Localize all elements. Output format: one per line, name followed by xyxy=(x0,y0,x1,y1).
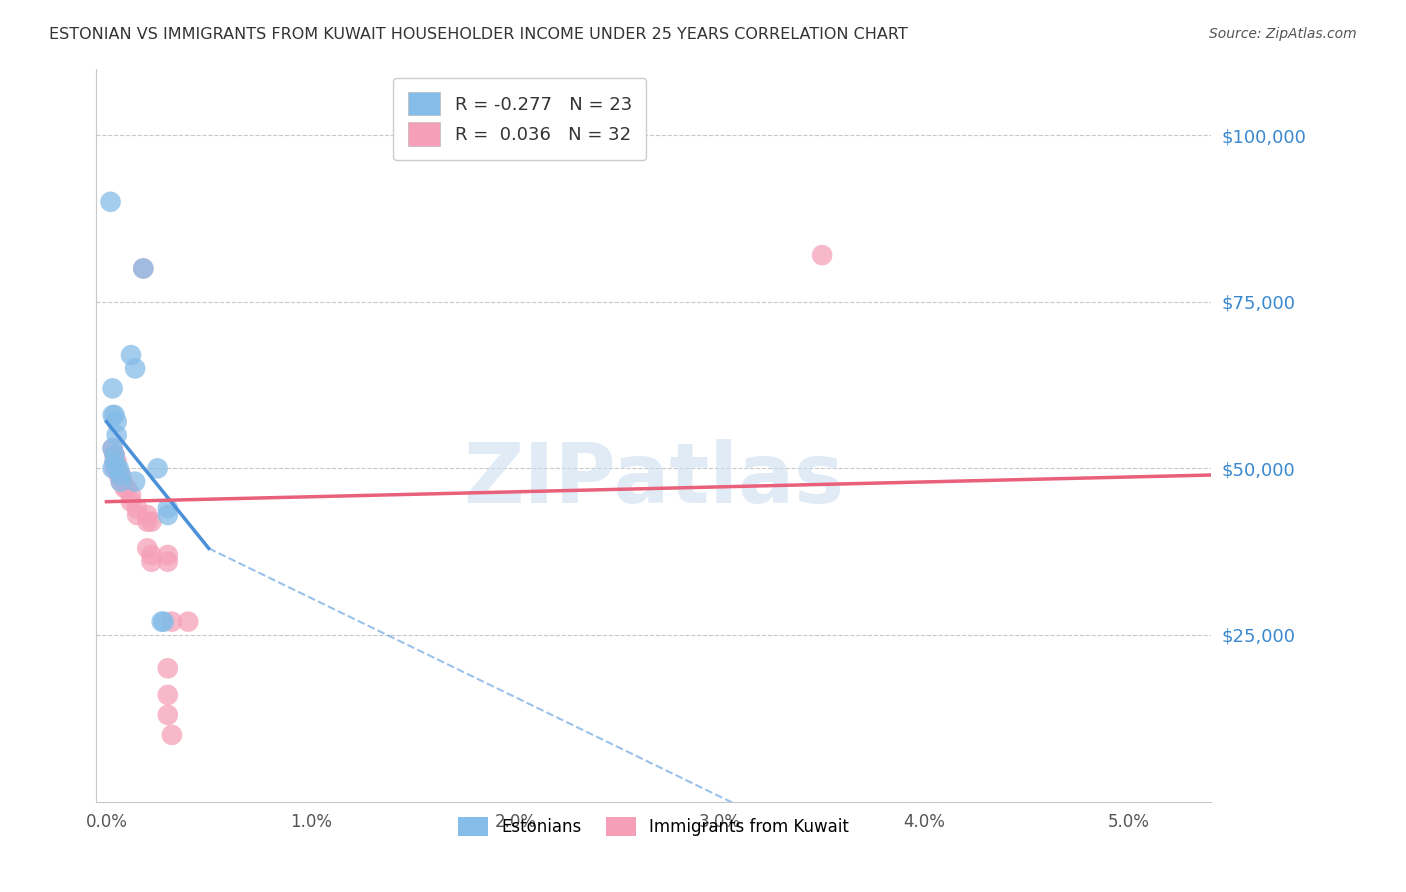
Point xyxy=(152,615,174,629)
Point xyxy=(105,415,128,429)
Point xyxy=(156,555,179,569)
Point xyxy=(156,688,179,702)
Point xyxy=(105,455,128,469)
Point xyxy=(104,455,127,469)
Point xyxy=(146,461,169,475)
Point xyxy=(136,515,159,529)
Point xyxy=(104,448,127,462)
Point xyxy=(104,455,127,469)
Point xyxy=(101,408,124,422)
Point xyxy=(120,494,142,508)
Point xyxy=(156,661,179,675)
Point xyxy=(160,728,183,742)
Point xyxy=(107,461,129,475)
Point xyxy=(110,468,132,483)
Point xyxy=(141,548,163,562)
Point xyxy=(101,381,124,395)
Point xyxy=(156,708,179,723)
Point xyxy=(811,248,834,262)
Point xyxy=(110,475,132,489)
Point xyxy=(114,481,136,495)
Point xyxy=(136,508,159,522)
Point xyxy=(105,428,128,442)
Point xyxy=(132,261,155,276)
Point xyxy=(100,194,122,209)
Point xyxy=(104,408,127,422)
Point xyxy=(127,508,149,522)
Point xyxy=(105,461,128,475)
Point xyxy=(124,475,146,489)
Point xyxy=(132,261,155,276)
Point xyxy=(104,461,127,475)
Point xyxy=(120,348,142,362)
Point xyxy=(101,442,124,456)
Point xyxy=(160,615,183,629)
Point xyxy=(105,461,128,475)
Point xyxy=(111,475,134,489)
Point xyxy=(110,468,132,483)
Point xyxy=(127,501,149,516)
Point xyxy=(150,615,173,629)
Point xyxy=(101,461,124,475)
Text: ZIPatlas: ZIPatlas xyxy=(463,439,844,519)
Point xyxy=(177,615,200,629)
Legend: Estonians, Immigrants from Kuwait: Estonians, Immigrants from Kuwait xyxy=(450,809,858,845)
Point xyxy=(120,488,142,502)
Point xyxy=(156,501,179,516)
Point xyxy=(110,475,132,489)
Text: Source: ZipAtlas.com: Source: ZipAtlas.com xyxy=(1209,27,1357,41)
Point xyxy=(156,548,179,562)
Point xyxy=(141,515,163,529)
Point xyxy=(156,508,179,522)
Point xyxy=(136,541,159,556)
Text: ESTONIAN VS IMMIGRANTS FROM KUWAIT HOUSEHOLDER INCOME UNDER 25 YEARS CORRELATION: ESTONIAN VS IMMIGRANTS FROM KUWAIT HOUSE… xyxy=(49,27,908,42)
Point xyxy=(115,481,138,495)
Point xyxy=(101,442,124,456)
Point xyxy=(104,448,127,462)
Point xyxy=(107,468,129,483)
Point xyxy=(141,555,163,569)
Point xyxy=(124,361,146,376)
